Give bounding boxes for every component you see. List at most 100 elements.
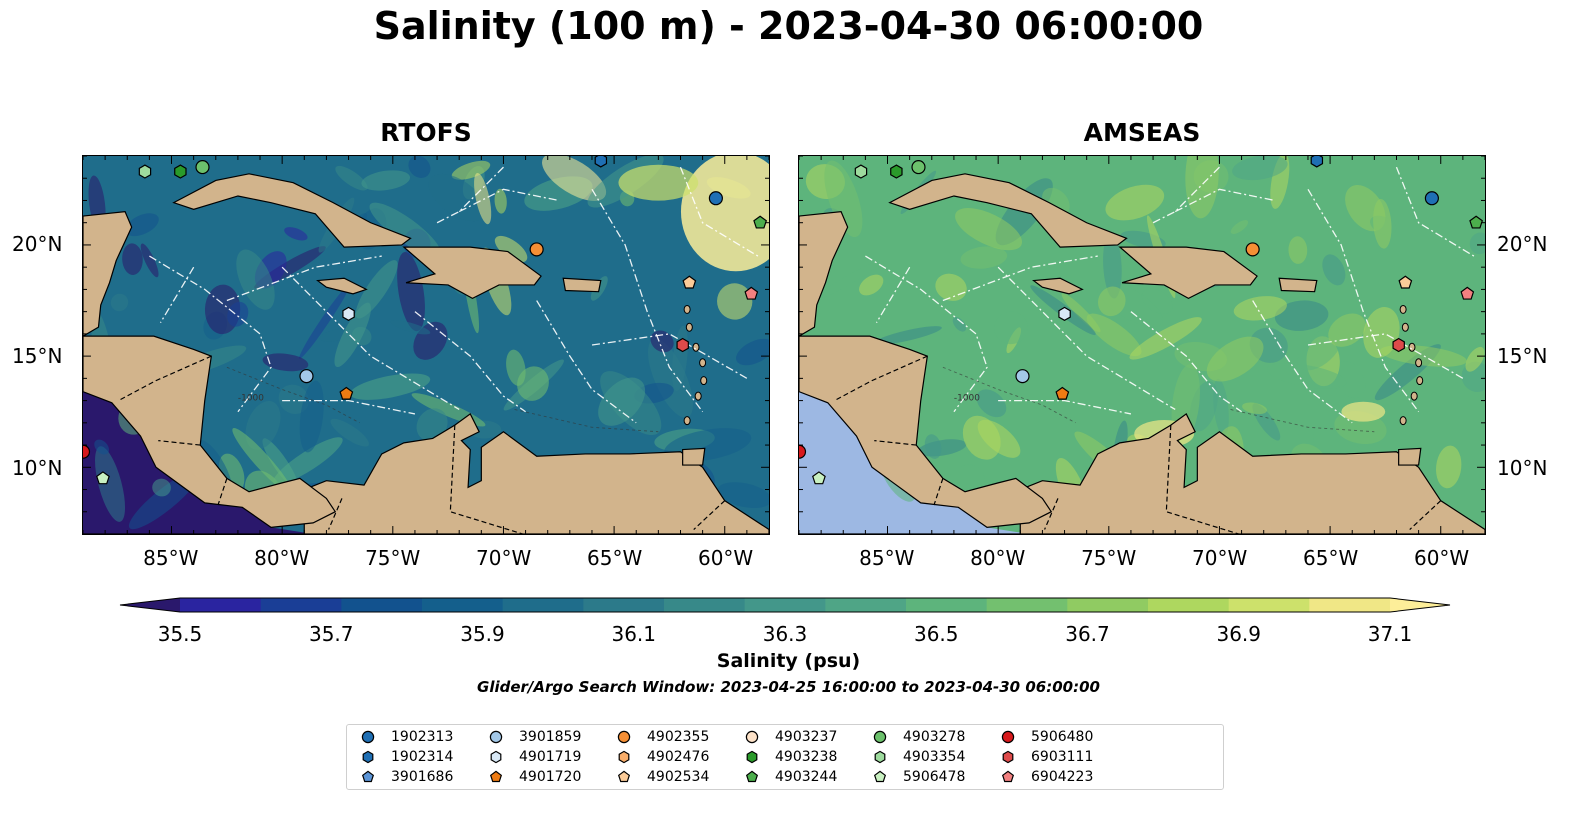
eez-boundary bbox=[1130, 311, 1242, 413]
legend-marker[interactable] bbox=[361, 770, 375, 783]
legend-marker[interactable] bbox=[873, 770, 887, 783]
circle-marker-icon bbox=[489, 730, 503, 744]
legend-marker[interactable] bbox=[1001, 770, 1015, 783]
eez-boundary bbox=[458, 188, 559, 213]
obs-marker-4901720[interactable] bbox=[1055, 386, 1070, 400]
circle-marker-icon bbox=[873, 730, 887, 744]
colorbar-bin bbox=[1067, 598, 1149, 612]
obs-marker-5906480[interactable] bbox=[83, 444, 91, 459]
search-window-note: Glider/Argo Search Window: 2023-04-25 16… bbox=[477, 678, 1100, 696]
eez-boundary bbox=[536, 300, 637, 424]
lon-tick-label: 60°W bbox=[697, 546, 754, 570]
obs-marker-4903354[interactable] bbox=[138, 164, 152, 179]
hexagon-marker-icon bbox=[490, 750, 502, 764]
legend-marker[interactable] bbox=[873, 730, 887, 744]
obs-marker-1902313[interactable] bbox=[708, 191, 723, 206]
obs-marker-5906480[interactable] bbox=[799, 444, 807, 459]
obs-marker-4902534[interactable] bbox=[682, 275, 697, 289]
pentagon-marker-icon bbox=[489, 770, 503, 783]
land-centralamerica bbox=[83, 335, 337, 528]
eez-boundary bbox=[942, 255, 1098, 302]
colorbar-tick-label: 37.1 bbox=[1367, 622, 1413, 646]
obs-marker-6903111[interactable] bbox=[1392, 337, 1405, 353]
map-panel-rtofs[interactable]: -1000 bbox=[82, 155, 770, 535]
legend-marker[interactable] bbox=[745, 730, 759, 744]
obs-marker-4901719[interactable] bbox=[342, 306, 355, 322]
land-southamerica bbox=[83, 413, 769, 534]
map-panel-amseas[interactable]: -1000 bbox=[798, 155, 1486, 535]
legend-label: 4903244 bbox=[775, 769, 838, 785]
obs-marker-4901719[interactable] bbox=[1058, 306, 1071, 322]
obs-marker-6903111[interactable] bbox=[676, 337, 689, 353]
colorbar-bin bbox=[906, 598, 988, 612]
legend-marker[interactable] bbox=[489, 770, 503, 783]
colorbar bbox=[119, 597, 1451, 613]
legend-marker[interactable] bbox=[746, 750, 758, 764]
legend-label: 5906478 bbox=[903, 769, 966, 785]
obs-marker-4902355[interactable] bbox=[529, 242, 544, 257]
legend-marker[interactable] bbox=[745, 770, 759, 783]
panel-title-amseas: AMSEAS bbox=[1083, 118, 1201, 147]
colorbar-bin bbox=[986, 598, 1068, 612]
obs-marker-4903278[interactable] bbox=[195, 160, 210, 175]
legend-label: 4902355 bbox=[647, 729, 710, 745]
colorbar-extend-min bbox=[120, 598, 180, 612]
legend-marker[interactable] bbox=[361, 730, 375, 744]
lon-tick-label: 85°W bbox=[143, 546, 199, 570]
legend-marker[interactable] bbox=[490, 750, 502, 764]
pentagon-marker-icon bbox=[361, 770, 375, 783]
lat-tick-label-left: 20°N bbox=[12, 232, 63, 257]
legend-marker[interactable] bbox=[1002, 750, 1014, 764]
lat-tick-label-right: 10°N bbox=[1497, 455, 1548, 480]
legend-marker[interactable] bbox=[617, 730, 631, 744]
obs-marker-4903238[interactable] bbox=[174, 164, 187, 179]
lat-tick-label-right: 20°N bbox=[1497, 232, 1548, 257]
eez-boundary bbox=[591, 188, 704, 413]
colorbar-tick-label: 36.9 bbox=[1216, 622, 1262, 646]
legend-marker[interactable] bbox=[874, 750, 886, 764]
obs-marker-4902534[interactable] bbox=[1398, 275, 1413, 289]
obs-marker-4903354[interactable] bbox=[854, 164, 868, 179]
colorbar-bin bbox=[744, 598, 826, 612]
obs-marker-1902314[interactable] bbox=[1310, 156, 1324, 168]
eez-boundary bbox=[679, 166, 759, 257]
lon-tick-label: 70°W bbox=[1192, 546, 1248, 570]
colorbar-tick-label: 35.9 bbox=[460, 622, 505, 646]
land-hispaniola bbox=[402, 246, 542, 300]
legend-label: 4903278 bbox=[903, 729, 966, 745]
obs-marker-4902355[interactable] bbox=[1245, 242, 1260, 257]
obs-marker-4903238[interactable] bbox=[890, 164, 903, 179]
obs-marker-4903278[interactable] bbox=[911, 160, 926, 175]
legend-marker[interactable] bbox=[362, 750, 374, 764]
legend-marker[interactable] bbox=[618, 750, 630, 764]
isobath-label: -1000 bbox=[954, 394, 980, 404]
eez-boundary bbox=[875, 266, 911, 324]
land-yucatan bbox=[83, 210, 133, 337]
obs-marker-3901859[interactable] bbox=[1015, 369, 1030, 384]
colorbar-bin bbox=[583, 598, 665, 612]
lon-tick-label: 65°W bbox=[587, 546, 643, 570]
obs-marker-6904223[interactable] bbox=[744, 286, 759, 300]
obs-marker-4903244[interactable] bbox=[1469, 215, 1484, 229]
legend-marker[interactable] bbox=[489, 730, 503, 744]
obs-marker-5906478[interactable] bbox=[812, 471, 826, 485]
eez-boundary bbox=[159, 266, 195, 324]
colorbar-bin bbox=[825, 598, 907, 612]
pentagon-marker-icon bbox=[873, 770, 887, 783]
legend-label: 4903238 bbox=[775, 749, 838, 765]
obs-marker-3901859[interactable] bbox=[299, 369, 314, 384]
obs-marker-6904223[interactable] bbox=[1460, 286, 1475, 300]
legend-marker[interactable] bbox=[617, 770, 631, 783]
legend-marker[interactable] bbox=[1001, 730, 1015, 744]
lat-tick-label-left: 15°N bbox=[12, 344, 63, 369]
obs-marker-4901720[interactable] bbox=[339, 386, 354, 400]
hexagon-marker-icon bbox=[618, 750, 630, 764]
lon-tick-label: 80°W bbox=[254, 546, 310, 570]
obs-marker-5906478[interactable] bbox=[96, 471, 110, 485]
obs-marker-4903244[interactable] bbox=[753, 215, 768, 229]
figure-title: Salinity (100 m) - 2023-04-30 06:00:00 bbox=[373, 4, 1204, 48]
colorbar-bin bbox=[341, 598, 423, 612]
obs-marker-1902313[interactable] bbox=[1424, 191, 1439, 206]
obs-marker-1902314[interactable] bbox=[594, 156, 608, 168]
hexagon-marker-icon bbox=[362, 750, 374, 764]
